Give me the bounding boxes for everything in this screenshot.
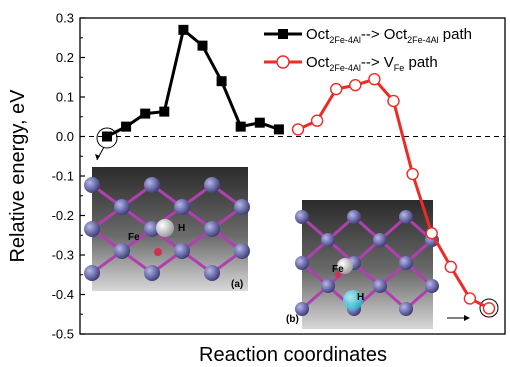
legend-black-pre-sub: 2Fe-4Al bbox=[329, 35, 361, 45]
data-point-black bbox=[273, 124, 284, 135]
data-point-black bbox=[102, 131, 112, 142]
data-point-red bbox=[463, 292, 477, 305]
data-point-red bbox=[330, 82, 343, 96]
data-point-red bbox=[291, 123, 305, 136]
y-axis-label: Relative energy, eV bbox=[7, 89, 29, 263]
y-tick-label: -0.2 bbox=[52, 208, 74, 223]
inset-a: H Fe (a) bbox=[84, 167, 250, 291]
x-axis-label: Reaction coordinates bbox=[199, 344, 387, 366]
y-tick-label: 0.0 bbox=[56, 129, 74, 144]
inset-b-marker-ring bbox=[479, 298, 499, 318]
data-point-black bbox=[121, 121, 132, 132]
inset-a-fe-label: Fe bbox=[128, 232, 140, 243]
inset-a-marker-ring bbox=[96, 127, 118, 149]
legend-red-mid-sub: Fe bbox=[394, 63, 405, 73]
legend: Oct2Fe-4Al--> Oct2Fe-4Al path Oct2Fe-4Al… bbox=[264, 26, 472, 73]
data-point-red bbox=[444, 260, 457, 274]
legend-entry-red: Oct2Fe-4Al--> VFe path bbox=[264, 54, 438, 73]
y-tick-label: -0.1 bbox=[52, 169, 74, 184]
y-tick-label: -0.3 bbox=[52, 248, 74, 263]
data-point-red bbox=[368, 73, 381, 86]
y-tick-label: 0.2 bbox=[56, 50, 74, 65]
legend-entry-black: Oct2Fe-4Al--> Oct2Fe-4Al path bbox=[264, 26, 472, 45]
data-point-black bbox=[197, 40, 208, 51]
series-black-line bbox=[106, 28, 280, 138]
data-point-red bbox=[310, 114, 324, 127]
inset-a-tag: (a) bbox=[231, 279, 243, 290]
inset-b-fe-label: Fe bbox=[332, 264, 344, 275]
hydrogen-atom-a bbox=[156, 219, 174, 237]
inset-b-tag: (b) bbox=[286, 314, 299, 325]
data-point-black bbox=[140, 108, 151, 119]
data-point-red bbox=[482, 302, 496, 315]
hydrogen-atom-b bbox=[337, 258, 353, 274]
data-point-red bbox=[406, 167, 419, 181]
data-point-black bbox=[216, 76, 227, 87]
vacancy-atom-b bbox=[343, 290, 363, 310]
data-point-red bbox=[425, 227, 438, 240]
inset-a-h-label: H bbox=[178, 223, 185, 234]
svg-text:Oct2Fe-4Al--> Oct2Fe-4Al path: Oct2Fe-4Al--> Oct2Fe-4Al path bbox=[306, 26, 472, 45]
legend-red-pre: Oct bbox=[306, 54, 330, 71]
legend-black-mid-sub: 2Fe-4Al bbox=[407, 35, 439, 45]
data-point-red bbox=[349, 78, 362, 92]
series-layer bbox=[102, 24, 496, 315]
legend-black-pre: Oct bbox=[306, 26, 330, 43]
data-point-black bbox=[159, 106, 170, 117]
data-point-black bbox=[178, 24, 189, 35]
inset-b: H Fe (b) bbox=[286, 200, 439, 329]
legend-red-pre-sub: 2Fe-4Al bbox=[329, 63, 361, 73]
data-point-red bbox=[387, 94, 400, 108]
y-tick-label: 0.3 bbox=[56, 11, 74, 26]
data-point-black bbox=[254, 117, 265, 128]
y-tick-label: -0.4 bbox=[52, 287, 74, 302]
legend-red-post: path bbox=[404, 54, 437, 71]
svg-text:Oct2Fe-4Al--> VFe path: Oct2Fe-4Al--> VFe path bbox=[306, 54, 438, 73]
y-tick-label: -0.5 bbox=[52, 327, 74, 342]
inset-b-h-label: H bbox=[357, 292, 364, 303]
y-tick-label: 0.1 bbox=[56, 90, 74, 105]
legend-black-mid: --> Oct bbox=[361, 26, 408, 43]
legend-red-mid: --> V bbox=[361, 54, 394, 71]
data-point-black bbox=[235, 121, 246, 132]
legend-black-post: path bbox=[439, 26, 472, 43]
